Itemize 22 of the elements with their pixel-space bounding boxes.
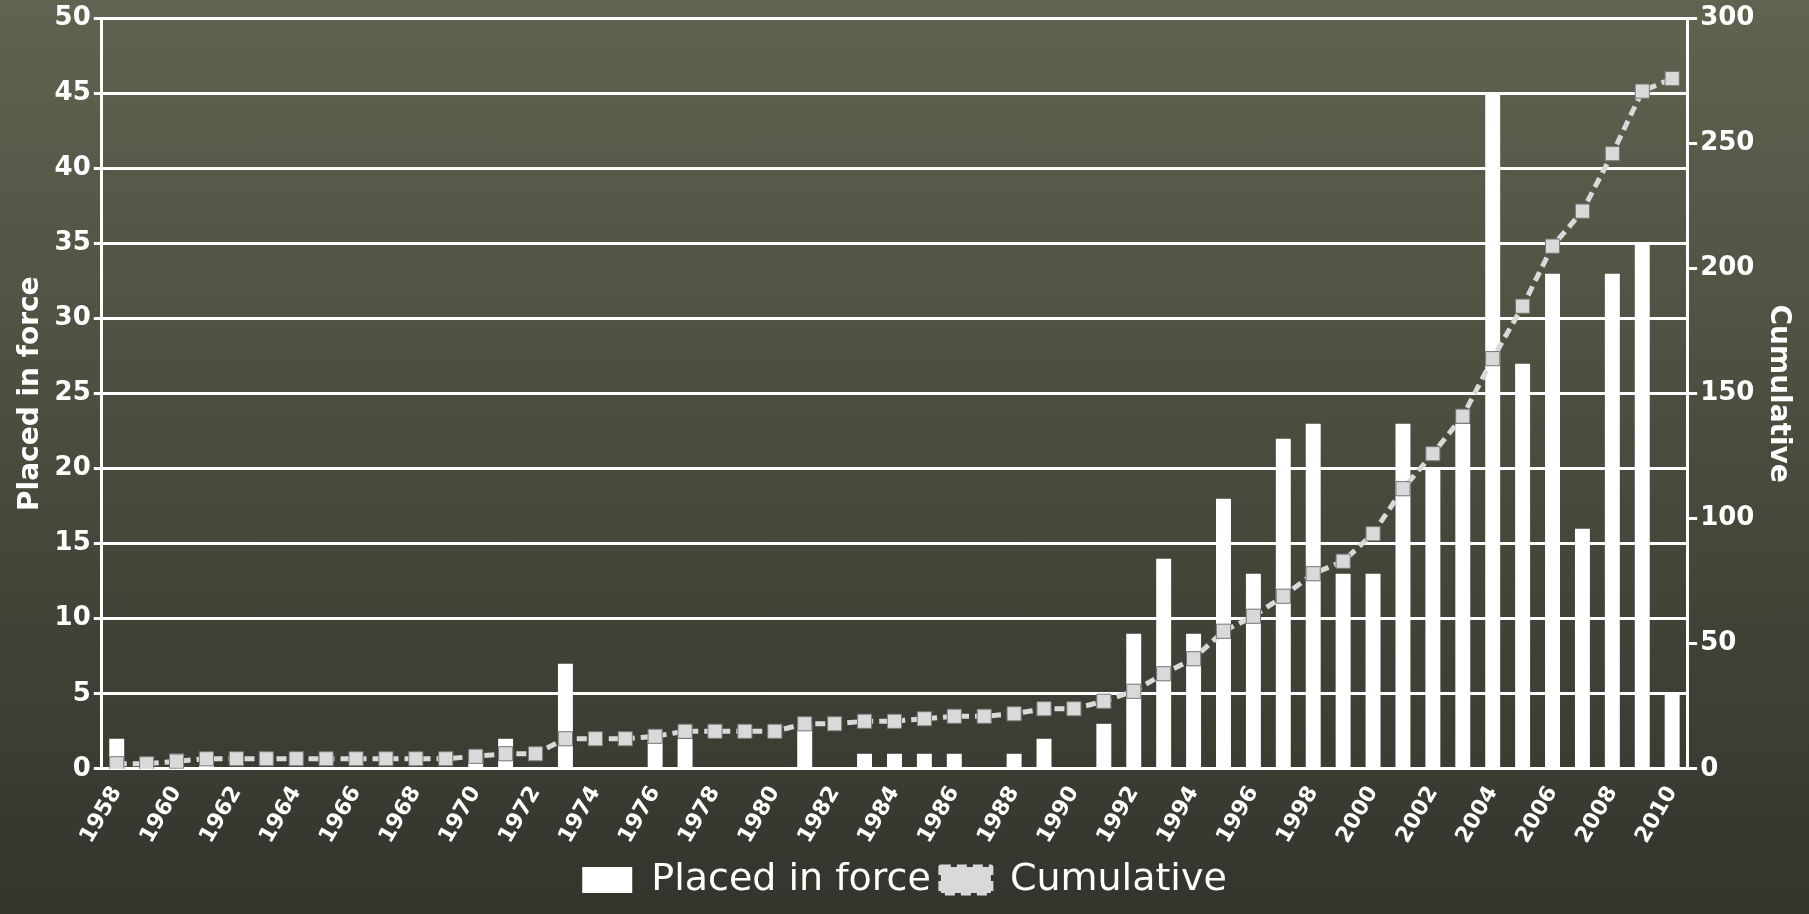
- legend-label: Placed in force: [651, 854, 931, 899]
- y-tick-label: 25: [54, 376, 91, 407]
- y2-tick-label: 200: [1700, 251, 1755, 282]
- legend-label: Cumulative: [1009, 854, 1227, 899]
- y-tick-label: 30: [54, 301, 91, 332]
- y-tick-label: 40: [54, 151, 91, 182]
- y2-tick-label: 50: [1700, 626, 1737, 657]
- y-tick-label: 5: [72, 676, 91, 707]
- y-tick-label: 35: [54, 226, 91, 257]
- y-tick-label: 50: [54, 1, 91, 32]
- y2-tick-label: 0: [1700, 751, 1719, 782]
- y2-tick-label: 150: [1700, 376, 1755, 407]
- y-tick-label: 45: [54, 76, 91, 107]
- y2-tick-label: 300: [1700, 1, 1755, 32]
- y-tick-label: 20: [54, 451, 91, 482]
- y-tick-label: 15: [54, 526, 91, 557]
- y2-tick-label: 250: [1700, 126, 1755, 157]
- y-axis-title: Placed in force: [12, 276, 46, 511]
- y2-tick-label: 100: [1700, 501, 1755, 532]
- y-tick-label: 10: [54, 601, 91, 632]
- y2-axis-title: Cumulative: [1763, 304, 1797, 483]
- y-tick-label: 0: [72, 751, 91, 782]
